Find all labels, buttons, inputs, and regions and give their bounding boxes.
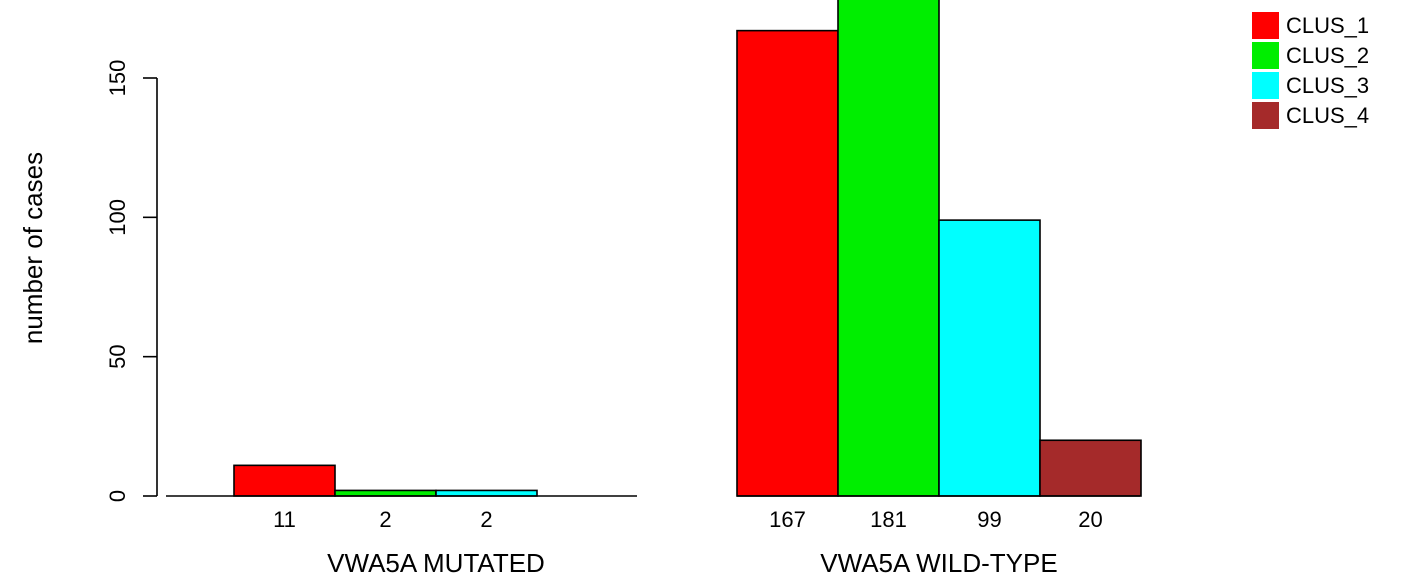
bar-value-label: 167 — [769, 507, 806, 532]
legend-label: CLUS_4 — [1286, 103, 1369, 128]
y-tick-label: 50 — [105, 344, 130, 368]
bar-groups: 11 2 2 VWA5A MUTATED 167 181 99 20 VWA5A WILD-TY… — [166, 0, 1142, 578]
bar-clus-2 — [837, 0, 940, 497]
bar-value-label: 20 — [1078, 507, 1102, 532]
bar-clus-3 — [938, 219, 1041, 497]
legend-swatch — [1252, 72, 1279, 99]
legend-item: CLUS_2 — [1252, 42, 1369, 69]
bar-group: 11 2 2 VWA5A MUTATED — [166, 464, 637, 578]
group-label: VWA5A WILD-TYPE — [820, 548, 1057, 578]
legend-item: CLUS_3 — [1252, 72, 1369, 99]
legend: CLUS_1 CLUS_2 CLUS_3 CLUS_4 — [1252, 12, 1369, 129]
bar-group: 167 181 99 20 VWA5A WILD-TYPE — [736, 0, 1142, 578]
bar-clus-4 — [1039, 439, 1142, 497]
legend-item: CLUS_1 — [1252, 12, 1369, 39]
y-tick-label: 150 — [105, 60, 130, 97]
legend-label: CLUS_2 — [1286, 43, 1369, 68]
legend-label: CLUS_1 — [1286, 13, 1369, 38]
legend-label: CLUS_3 — [1286, 73, 1369, 98]
bar-clus-3 — [435, 489, 538, 497]
bar-clus-1 — [736, 29, 839, 497]
bar-value-label: 181 — [870, 507, 907, 532]
bar-clus-1 — [233, 464, 336, 497]
y-axis: 0 50 100 150 — [105, 60, 158, 502]
bar-value-label: 2 — [379, 507, 391, 532]
legend-swatch — [1252, 12, 1279, 39]
legend-swatch — [1252, 102, 1279, 129]
legend-item: CLUS_4 — [1252, 102, 1369, 129]
bar-clus-2 — [334, 489, 437, 497]
bar-value-label: 99 — [977, 507, 1001, 532]
bar-value-label: 2 — [480, 507, 492, 532]
y-tick-label: 100 — [105, 199, 130, 236]
legend-swatch — [1252, 42, 1279, 69]
y-axis-title: number of cases — [18, 152, 48, 344]
y-tick-label: 0 — [105, 490, 130, 502]
group-label: VWA5A MUTATED — [327, 548, 545, 578]
bar-value-label: 11 — [273, 507, 296, 532]
